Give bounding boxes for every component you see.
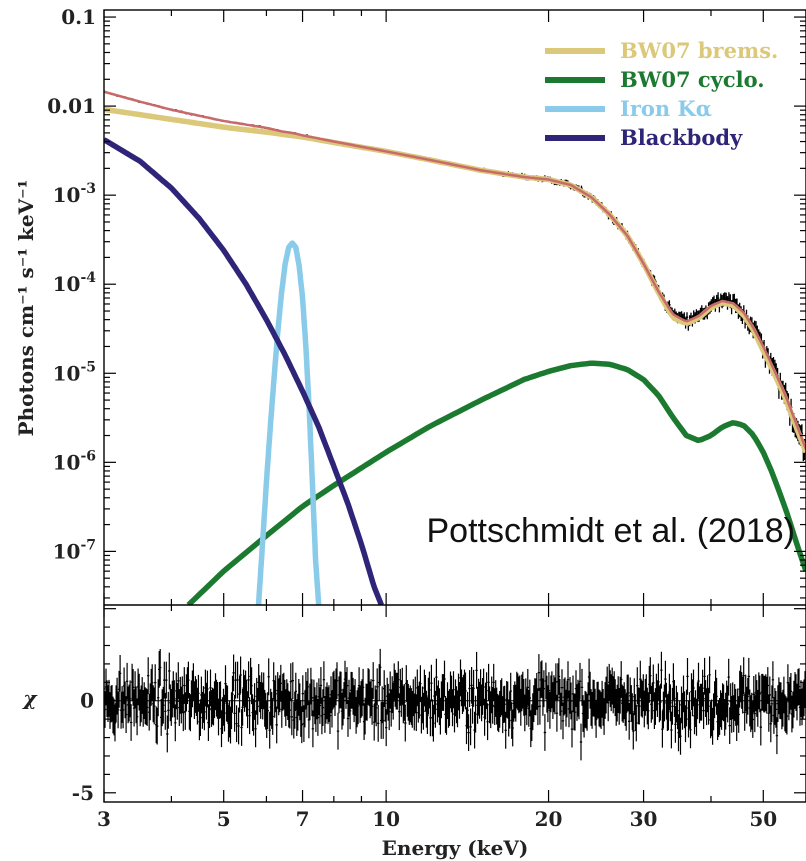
x-tick-label: 10 — [372, 807, 400, 831]
y-tick-label: 10-5 — [53, 359, 96, 385]
residual-y-tick-label: 0 — [80, 689, 94, 713]
axis-labels-layer: 3 5 7 10 20 30 50 0.1 0.01 10-3 10-4 10-5 10-6 10-7 0 -… — [47, 5, 777, 831]
x-axis-title: Energy (keV) — [382, 836, 529, 860]
legend-label: BW07 cyclo. — [620, 67, 765, 92]
plot-frame — [103, 9, 806, 803]
model-curve-bw07-cyclo- — [186, 360, 806, 605]
residual-y-tick-label: -5 — [72, 781, 94, 805]
residual-points — [104, 648, 806, 761]
x-tick-label: 5 — [217, 807, 231, 831]
y-axis-title-spectrum: Photons cm⁻¹ s⁻¹ keV⁻¹ — [14, 180, 38, 437]
citation-annotation: Pottschmidt et al. (2018) — [426, 512, 795, 550]
legend: BW07 brems. BW07 cyclo. Iron Kα Blackbody — [545, 38, 778, 150]
x-tick-label: 3 — [97, 807, 111, 831]
total-model-curve — [104, 90, 806, 450]
model-curve-blackbody — [104, 137, 384, 605]
x-tick-label: 20 — [535, 807, 563, 831]
model-curve-iron-k- — [255, 240, 322, 605]
y-axis-title-residuals: χ — [21, 686, 38, 710]
legend-label: Blackbody — [620, 125, 743, 150]
y-tick-label: 10-7 — [53, 537, 96, 563]
y-tick-label: 10-3 — [53, 181, 96, 207]
model-curve-bw07-brems- — [104, 106, 806, 454]
model-curves-layer — [104, 90, 806, 605]
residual-error-bars — [104, 648, 806, 761]
data-layer — [104, 90, 806, 761]
legend-label: BW07 brems. — [620, 38, 778, 63]
axes-frame — [103, 9, 806, 803]
y-tick-label: 0.01 — [47, 94, 96, 118]
y-tick-label: 0.1 — [61, 5, 96, 29]
x-tick-label: 7 — [296, 807, 310, 831]
y-tick-label: 10-4 — [53, 270, 97, 296]
x-tick-label: 30 — [630, 807, 658, 831]
legend-label: Iron Kα — [620, 96, 712, 121]
y-tick-label: 10-6 — [53, 448, 96, 474]
x-tick-label: 50 — [749, 807, 777, 831]
